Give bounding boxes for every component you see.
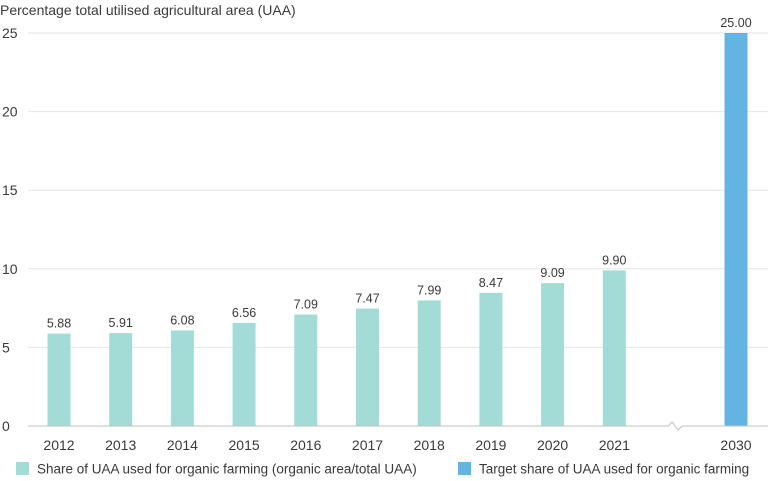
bar-2015 — [232, 322, 256, 426]
y-tick-label: 25 — [2, 25, 18, 41]
x-tick-label: 2021 — [599, 437, 630, 453]
x-tick-label: 2014 — [167, 437, 198, 453]
data-label-2016: 7.09 — [294, 298, 318, 312]
axis-break-icon — [667, 421, 683, 431]
x-tick-label: 2015 — [229, 437, 260, 453]
x-axis — [28, 421, 768, 431]
data-label-2012: 5.88 — [47, 317, 71, 331]
y-tick-label: 10 — [2, 261, 18, 277]
bar-2017 — [356, 308, 379, 426]
x-axis-ticks: 2012 2013 2014 2015 2016 2017 2018 2019 2020 2021… — [43, 437, 751, 453]
x-tick-label: 2012 — [43, 437, 74, 453]
bar-2021 — [602, 270, 626, 426]
y-axis-title: Percentage total utilised agricultural a… — [0, 2, 296, 18]
bar-2030 — [724, 33, 748, 426]
x-tick-label: 2016 — [290, 437, 321, 453]
gridlines — [28, 32, 768, 348]
legend-swatch — [16, 462, 29, 475]
y-tick-label: 0 — [2, 418, 10, 434]
x-tick-label: 2019 — [475, 437, 506, 453]
bar-2016 — [294, 314, 318, 426]
bar-2014 — [170, 330, 194, 426]
data-label-2017: 7.47 — [355, 292, 379, 306]
data-label-2019: 8.47 — [479, 276, 503, 290]
data-label-2018: 7.99 — [417, 283, 441, 297]
x-tick-label: 2020 — [537, 437, 568, 453]
y-axis-ticks: 0 5 10 15 20 25 — [2, 25, 18, 434]
data-label-2015: 6.56 — [232, 306, 256, 320]
data-labels: 5.88 5.91 6.08 6.56 7.09 7.47 7.99 8.47 9.09 9.90… — [47, 16, 752, 331]
bars — [47, 33, 748, 426]
data-label-2020: 9.09 — [540, 266, 564, 280]
bar-2012 — [47, 333, 71, 426]
bar-2018 — [417, 300, 441, 426]
x-tick-label: 2018 — [414, 437, 445, 453]
data-label-2013: 5.91 — [109, 316, 133, 330]
legend-swatch — [458, 462, 471, 475]
x-tick-label: 2017 — [352, 437, 383, 453]
data-label-2014: 6.08 — [170, 313, 194, 327]
y-tick-label: 5 — [2, 339, 10, 355]
data-label-2021: 9.90 — [602, 253, 626, 267]
legend-label: Target share of UAA used for organic far… — [479, 462, 749, 477]
legend: Share of UAA used for organic farming (o… — [16, 462, 749, 477]
y-tick-label: 20 — [2, 104, 18, 120]
data-label-2030: 25.00 — [720, 16, 751, 30]
bar-2013 — [109, 333, 133, 426]
legend-label: Share of UAA used for organic farming (o… — [37, 462, 417, 477]
x-tick-label: 2013 — [105, 437, 136, 453]
y-tick-label: 15 — [2, 182, 18, 198]
bar-2020 — [541, 283, 565, 426]
x-tick-label: 2030 — [720, 437, 751, 453]
bar-2019 — [479, 292, 503, 426]
